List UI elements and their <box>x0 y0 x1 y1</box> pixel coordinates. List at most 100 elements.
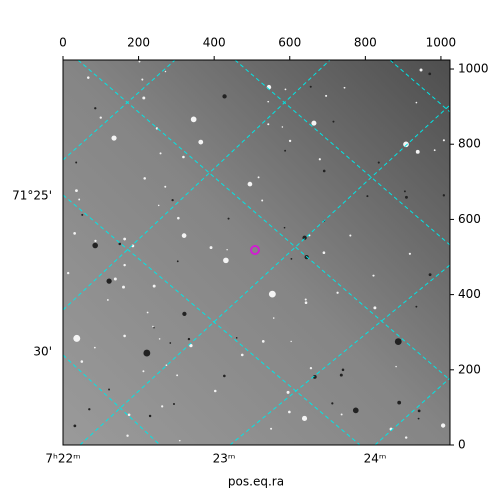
star <box>148 414 152 418</box>
star <box>106 278 112 284</box>
star <box>143 349 151 357</box>
y-tick-label: 600 <box>458 212 481 226</box>
star <box>143 177 146 180</box>
dec-label: 71°25' <box>12 189 52 203</box>
star <box>87 76 90 79</box>
star <box>322 251 326 255</box>
star <box>138 60 141 63</box>
star <box>75 189 78 193</box>
star <box>270 427 273 430</box>
star <box>106 299 109 301</box>
star <box>309 367 313 370</box>
star <box>159 152 162 155</box>
star <box>247 181 253 187</box>
star <box>309 85 312 88</box>
star <box>442 194 446 197</box>
star <box>290 257 293 260</box>
star <box>176 374 179 377</box>
star <box>325 94 328 97</box>
x-tick-label: 1000 <box>426 36 457 50</box>
star <box>290 340 292 343</box>
star <box>142 96 146 100</box>
star <box>113 277 117 281</box>
star <box>352 407 359 414</box>
star <box>178 439 181 442</box>
target-marker <box>250 245 260 255</box>
star <box>177 216 180 220</box>
y-tick-label: 200 <box>458 362 481 376</box>
star <box>118 242 122 246</box>
x-tick-label: 400 <box>203 36 226 50</box>
y-tick-label: 1000 <box>458 62 489 76</box>
star <box>169 342 172 344</box>
sky-image <box>63 60 450 445</box>
star <box>281 126 284 128</box>
star <box>152 284 156 288</box>
star <box>372 274 375 277</box>
star <box>261 199 264 202</box>
x-tick-label: 0 <box>59 36 67 50</box>
star <box>433 149 436 152</box>
star <box>164 70 167 73</box>
star <box>123 334 126 338</box>
star <box>141 78 144 81</box>
ra-label: 7ʰ22ᵐ <box>45 452 80 466</box>
star <box>341 368 345 372</box>
star <box>349 234 352 237</box>
star <box>127 413 131 417</box>
star <box>419 68 423 72</box>
y-tick-label: 800 <box>458 137 481 151</box>
star <box>123 237 127 241</box>
star <box>417 417 420 420</box>
star <box>403 141 409 148</box>
star <box>213 389 217 393</box>
star <box>78 198 81 201</box>
star <box>404 436 408 439</box>
star <box>222 94 227 99</box>
stars <box>66 60 446 442</box>
star <box>340 413 343 416</box>
star <box>80 360 84 363</box>
star <box>158 338 161 340</box>
star <box>377 161 380 164</box>
star <box>440 423 446 428</box>
coordinate-grid <box>63 60 450 445</box>
star <box>336 291 339 294</box>
star <box>189 343 193 348</box>
star <box>267 100 270 103</box>
star <box>111 135 117 141</box>
dec-label: 30' <box>33 345 52 359</box>
star <box>157 204 160 207</box>
star <box>73 334 81 342</box>
star <box>142 370 145 373</box>
star <box>318 158 321 161</box>
star <box>153 327 155 329</box>
star <box>172 403 176 406</box>
star <box>187 337 191 341</box>
star <box>161 405 164 408</box>
x-tick-label: 800 <box>354 36 377 50</box>
star <box>93 346 96 349</box>
star <box>283 226 286 229</box>
star <box>343 86 346 89</box>
star <box>302 235 307 240</box>
x-tick-label: 600 <box>278 36 301 50</box>
star <box>284 149 287 152</box>
star <box>288 410 291 414</box>
star <box>94 239 97 242</box>
star <box>99 116 102 119</box>
star <box>152 325 154 328</box>
star <box>182 155 185 159</box>
star <box>181 233 187 238</box>
star <box>403 190 406 193</box>
star <box>223 257 229 264</box>
star <box>182 311 187 316</box>
star <box>164 185 167 188</box>
star <box>268 290 276 298</box>
star <box>395 365 397 368</box>
star <box>284 88 287 91</box>
star <box>176 260 179 263</box>
star <box>198 139 204 145</box>
star <box>165 364 168 367</box>
